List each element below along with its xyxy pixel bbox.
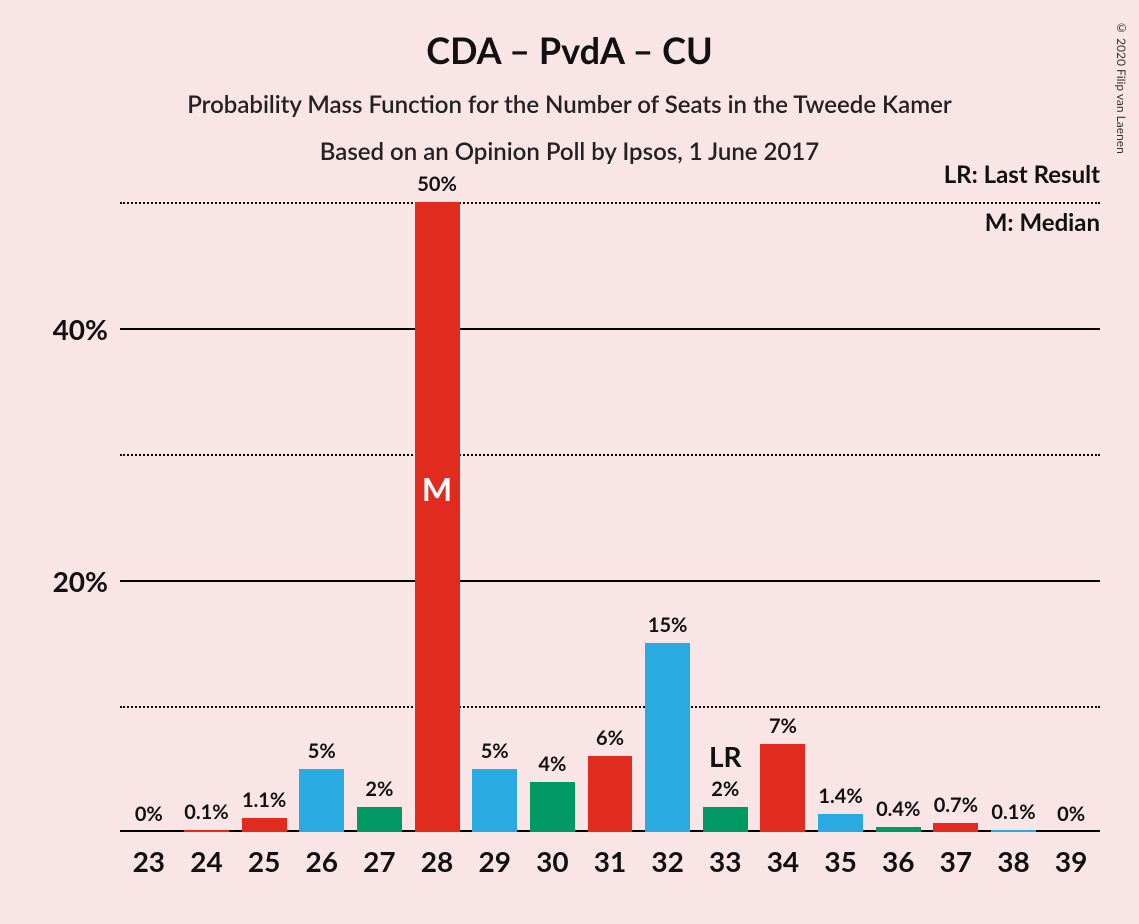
x-axis-label: 36 (882, 844, 914, 878)
chart-title: CDA – PvdA – CU (0, 28, 1139, 72)
chart-subtitle-1: Probability Mass Function for the Number… (0, 90, 1139, 119)
median-marker: M (422, 469, 452, 508)
gridline-major (120, 580, 1100, 582)
x-axis-label: 34 (767, 844, 799, 878)
x-axis-label: 26 (306, 844, 338, 878)
bar (933, 823, 978, 832)
bar-value-label: 2% (711, 777, 739, 801)
x-axis-label: 35 (824, 844, 856, 878)
last-result-marker: LR (709, 739, 742, 773)
bar-value-label: 6% (596, 726, 624, 750)
bar (876, 827, 921, 832)
bar (472, 769, 517, 832)
bar-value-label: 2% (365, 777, 393, 801)
bar (184, 830, 229, 832)
bar (415, 202, 460, 832)
bar-value-label: 0.7% (934, 793, 978, 817)
bar (760, 744, 805, 832)
x-axis-label: 25 (248, 844, 280, 878)
legend-last-result: LR: Last Result (944, 160, 1100, 189)
bar-value-label: 1.4% (818, 784, 862, 808)
x-axis-label: 29 (478, 844, 510, 878)
legend-median: M: Median (985, 208, 1100, 237)
bar (530, 782, 575, 832)
x-axis-label: 27 (363, 844, 395, 878)
title-block: CDA – PvdA – CU Probability Mass Functio… (0, 0, 1139, 166)
bar (703, 807, 748, 832)
x-axis-label: 24 (190, 844, 222, 878)
chart-plot-area: 20%40%LR: Last ResultM: Median0%230.1%24… (120, 202, 1100, 832)
bar-value-label: 0% (135, 802, 163, 826)
gridline-minor (120, 454, 1100, 456)
y-axis-label: 20% (28, 564, 108, 598)
bar-value-label: 1.1% (242, 788, 286, 812)
y-axis-label: 40% (28, 312, 108, 346)
x-axis-label: 33 (709, 844, 741, 878)
bar-value-label: 5% (308, 739, 336, 763)
bar-value-label: 50% (417, 172, 457, 196)
bar (645, 643, 690, 832)
gridline-minor (120, 706, 1100, 708)
bar (818, 814, 863, 832)
bar-value-label: 15% (648, 613, 688, 637)
bar (357, 807, 402, 832)
x-axis-label: 23 (133, 844, 165, 878)
bar (588, 756, 633, 832)
bar-value-label: 0.1% (184, 800, 228, 824)
bar-value-label: 7% (769, 714, 797, 738)
bar-value-label: 5% (481, 739, 509, 763)
x-axis-label: 39 (1055, 844, 1087, 878)
bar-value-label: 0.1% (991, 800, 1035, 824)
x-axis-label: 30 (536, 844, 568, 878)
gridline-major (120, 328, 1100, 330)
x-axis-label: 32 (651, 844, 683, 878)
bar (242, 818, 287, 832)
copyright-text: © 2020 Filip van Laenen (1114, 20, 1129, 154)
bar-value-label: 0% (1057, 802, 1085, 826)
x-axis-label: 31 (594, 844, 626, 878)
x-axis-label: 37 (940, 844, 972, 878)
x-axis-label: 28 (421, 844, 453, 878)
bar (991, 830, 1036, 832)
bar-value-label: 0.4% (876, 797, 920, 821)
x-axis-label: 38 (997, 844, 1029, 878)
bar (299, 769, 344, 832)
gridline-minor (120, 202, 1100, 204)
bar-value-label: 4% (538, 752, 566, 776)
